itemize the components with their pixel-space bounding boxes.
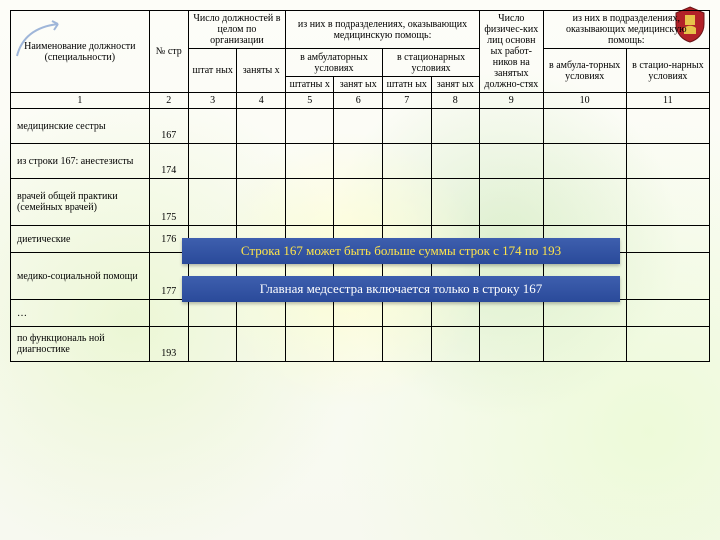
header-row: Наименование должности (специальности) №… xyxy=(11,11,710,49)
col-positions: Число должностей в целом по организации xyxy=(188,11,285,49)
row-name: по функциональ ной диагностике xyxy=(11,327,150,362)
row-num xyxy=(149,300,188,327)
row-name: медицинские сестры xyxy=(11,109,150,144)
idx: 7 xyxy=(383,93,432,109)
col-stat: в стационарных условиях xyxy=(383,49,480,77)
banner-text: Строка 167 может быть больше суммы строк… xyxy=(241,243,561,259)
idx: 2 xyxy=(149,93,188,109)
idx: 6 xyxy=(334,93,383,109)
idx: 1 xyxy=(11,93,150,109)
row-name: из строки 167: анестезисты xyxy=(11,144,150,179)
col-shtat3: штатн ых xyxy=(383,77,432,93)
table-row: медицинские сестры 167 xyxy=(11,109,710,144)
row-name: медико-социальной помощи xyxy=(11,253,150,300)
row-num: 174 xyxy=(149,144,188,179)
col-amb2: в амбула-торных условиях xyxy=(543,49,626,93)
index-row: 1 2 3 4 5 6 7 8 9 10 11 xyxy=(11,93,710,109)
col-zan3: занят ых xyxy=(431,77,480,93)
idx: 10 xyxy=(543,93,626,109)
table-row: врачей общей практики (семейных врачей) … xyxy=(11,179,710,226)
col-num: № стр xyxy=(149,11,188,93)
col-amb: в амбулаторных условиях xyxy=(285,49,382,77)
table-row: … xyxy=(11,300,710,327)
col-phys: Число физичес-ких лиц основн ых работ-ни… xyxy=(480,11,544,93)
row-num: 167 xyxy=(149,109,188,144)
idx: 9 xyxy=(480,93,544,109)
callout-banner-2: Главная медсестра включается только в ст… xyxy=(182,276,620,302)
col-subdiv: из них в подразделениях, оказывающих мед… xyxy=(285,11,479,49)
callout-banner-1: Строка 167 может быть больше суммы строк… xyxy=(182,238,620,264)
col-zan: заняты х xyxy=(237,49,286,93)
col-stat2: в стацио-нарных условиях xyxy=(626,49,709,93)
row-num: 175 xyxy=(149,179,188,226)
table-row: из строки 167: анестезисты 174 xyxy=(11,144,710,179)
row-name: врачей общей практики (семейных врачей) xyxy=(11,179,150,226)
row-name: … xyxy=(11,300,150,327)
idx: 4 xyxy=(237,93,286,109)
row-name: диетические xyxy=(11,226,150,253)
col-zan2: занят ых xyxy=(334,77,383,93)
table-row: по функциональ ной диагностике 193 xyxy=(11,327,710,362)
col-name: Наименование должности (специальности) xyxy=(11,11,150,93)
row-num: 193 xyxy=(149,327,188,362)
col-shtat: штат ных xyxy=(188,49,237,93)
idx: 8 xyxy=(431,93,480,109)
data-table: Наименование должности (специальности) №… xyxy=(10,10,710,362)
col-subdiv2: из них в подразделениях, оказывающих мед… xyxy=(543,11,709,49)
col-shtat2: штатны х xyxy=(285,77,334,93)
idx: 11 xyxy=(626,93,709,109)
idx: 3 xyxy=(188,93,237,109)
idx: 5 xyxy=(285,93,334,109)
banner-text: Главная медсестра включается только в ст… xyxy=(260,281,543,297)
